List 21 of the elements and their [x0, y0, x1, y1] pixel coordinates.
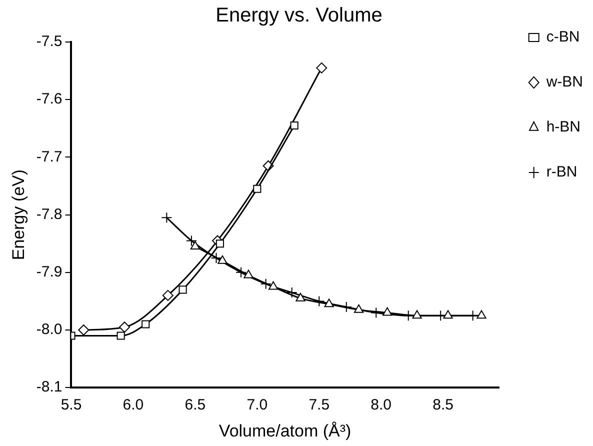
legend-label: c-BN [546, 28, 580, 46]
x-tick-label: 5.5 [60, 396, 82, 414]
x-tick-label: 8.0 [370, 396, 392, 414]
x-tick-label: 6.5 [184, 396, 206, 414]
y-tick-label: -7.7 [36, 148, 62, 166]
x-tick-label: 7.0 [246, 396, 268, 414]
chart-title: Energy vs. Volume [216, 4, 382, 27]
x-tick-label: 8.5 [432, 396, 454, 414]
y-tick-label: -8.0 [36, 321, 62, 338]
y-tick-label: -8.1 [36, 378, 62, 396]
legend-label: h-BN [546, 118, 581, 136]
y-tick-label: -7.9 [36, 264, 62, 281]
x-tick-label: 6.0 [122, 396, 144, 414]
y-tick-label: -7.5 [36, 33, 62, 50]
x-axis-title: Volume/atom (Å³) [218, 421, 352, 440]
y-axis-title: Energy (eV) [8, 169, 28, 260]
y-tick-label: -7.6 [36, 90, 62, 108]
legend-label: w-BN [545, 74, 584, 91]
legend-label: r-BN [546, 164, 578, 181]
x-tick-label: 7.5 [308, 396, 330, 414]
y-tick-label: -7.8 [36, 206, 62, 223]
